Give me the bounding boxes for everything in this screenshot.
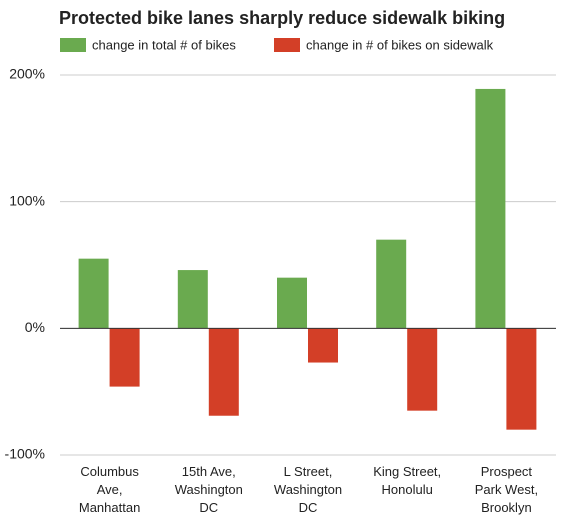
legend-label: change in # of bikes on sidewalk <box>306 37 494 52</box>
bar <box>376 239 407 329</box>
bar <box>78 258 109 329</box>
y-tick-label: 100% <box>9 192 45 208</box>
legend-label: change in total # of bikes <box>92 37 236 52</box>
x-tick-label: King Street, Honolulu <box>373 464 442 497</box>
bar <box>277 277 307 329</box>
x-tick-label: Columbus Ave, Manhattan <box>78 464 141 515</box>
bar <box>407 328 438 411</box>
x-tick-label: L Street, Washington DC <box>273 464 343 515</box>
bar <box>506 328 537 430</box>
y-tick-label: 200% <box>9 66 45 82</box>
bar <box>109 328 140 387</box>
y-tick-label: 0% <box>25 319 45 335</box>
bar <box>308 328 338 363</box>
y-tick-label: -100% <box>5 446 45 462</box>
bar <box>208 328 239 416</box>
x-tick-label: Prospect Park West, Brooklyn <box>474 464 539 515</box>
x-tick-label: 15th Ave, Washington DC <box>174 464 243 515</box>
legend-swatch <box>274 38 300 52</box>
chart-title: Protected bike lanes sharply reduce side… <box>59 8 505 28</box>
bar <box>475 88 506 329</box>
bar <box>177 270 208 329</box>
legend-swatch <box>60 38 86 52</box>
